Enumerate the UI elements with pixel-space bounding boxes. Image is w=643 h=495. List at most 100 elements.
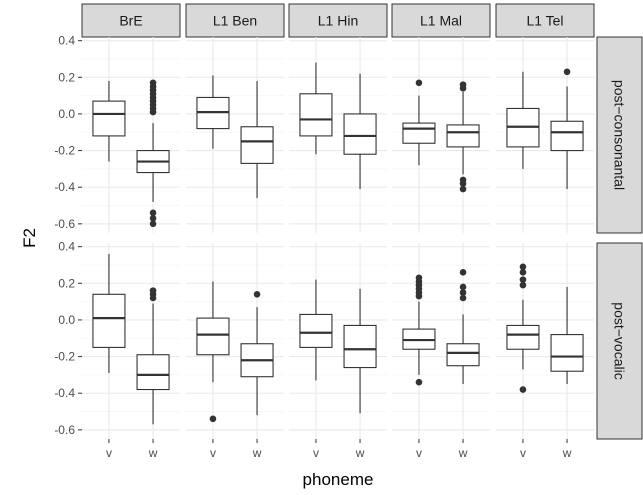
box-iqr	[446, 343, 480, 367]
facet-strip-column-label: L1 Ben	[213, 13, 257, 29]
y-tick-label: 0.0	[58, 313, 75, 327]
boxplot-v	[92, 253, 126, 374]
boxplot-v	[299, 62, 333, 155]
boxplot-w	[550, 286, 584, 385]
y-tick-label: 0.2	[58, 276, 75, 290]
boxplot-w	[446, 81, 480, 193]
outlier-point	[415, 79, 423, 87]
boxplot-w	[343, 288, 377, 414]
outlier-point	[149, 209, 157, 217]
x-tick-label: w	[562, 446, 572, 460]
box-iqr	[550, 120, 584, 152]
x-tick-label: v	[416, 446, 422, 460]
facet-panel	[392, 37, 490, 233]
box-iqr	[92, 293, 126, 348]
facet-strip-column	[288, 3, 388, 38]
box-iqr	[506, 324, 540, 350]
facet-strip-column	[185, 3, 285, 38]
outlier-point	[459, 180, 467, 187]
facet-strip-row	[596, 242, 643, 440]
facet-strip-column	[495, 3, 595, 38]
facet-panel	[392, 243, 490, 439]
outlier-point	[459, 283, 467, 291]
boxplot-w	[240, 290, 274, 416]
boxplot-w	[446, 269, 480, 385]
facet-panel	[496, 243, 594, 439]
outlier-point	[459, 294, 467, 302]
outlier-point	[209, 415, 217, 423]
outlier-point	[415, 292, 423, 300]
x-tick-label: w	[458, 446, 468, 460]
outlier-point	[415, 378, 423, 386]
outlier-point	[519, 386, 527, 393]
facet-panel	[186, 243, 284, 439]
outlier-point	[253, 290, 261, 298]
box-iqr	[92, 100, 126, 137]
boxplot-v	[196, 75, 230, 149]
facet-strip-column	[391, 3, 491, 38]
outlier-point	[459, 289, 467, 296]
y-axis-title: F2	[20, 228, 39, 248]
y-tick-label: 0.4	[58, 34, 75, 48]
boxplot-v	[299, 279, 333, 381]
boxplot-v	[506, 71, 540, 169]
boxplot-v	[402, 79, 436, 166]
boxplot-w	[136, 287, 170, 425]
x-tick-label: v	[210, 446, 216, 460]
y-tick-label: 0.0	[58, 107, 75, 121]
facet-panel	[289, 37, 387, 233]
outlier-point	[149, 215, 157, 222]
boxplot-w	[136, 79, 170, 228]
y-tick-label: -0.2	[54, 144, 75, 158]
box-iqr	[299, 93, 333, 137]
x-tick-label: w	[355, 446, 365, 460]
y-tick-label: -0.4	[54, 180, 75, 194]
y-tick-label: 0.2	[58, 70, 75, 84]
facet-strip-column-label: L1 Tel	[526, 13, 563, 29]
facet-panel	[82, 243, 180, 439]
outlier-point	[519, 269, 527, 276]
box-iqr	[402, 122, 436, 144]
box-iqr	[343, 113, 377, 155]
boxplot-v	[196, 281, 230, 423]
box-iqr	[299, 313, 333, 348]
facet-strip-row-label: post−consonantal	[612, 80, 628, 190]
y-tick-label: -0.4	[54, 386, 75, 400]
box-iqr	[343, 324, 377, 369]
outlier-point	[519, 263, 527, 271]
box-iqr	[240, 126, 274, 164]
x-tick-label: v	[106, 446, 112, 460]
outlier-point	[149, 220, 157, 228]
x-tick-label: v	[313, 446, 319, 460]
boxplot-v	[92, 80, 126, 162]
x-tick-label: w	[252, 446, 262, 460]
facet-panel	[289, 243, 387, 439]
box-iqr	[136, 354, 170, 391]
outlier-point	[149, 294, 157, 302]
x-tick-label: v	[520, 446, 526, 460]
boxplot-v	[402, 274, 436, 386]
box-iqr	[196, 317, 230, 356]
panels-layer: BrE L1 Ben L1 Hin L1 Mal L1 Tel post−consonan…	[54, 3, 643, 460]
facet-panel	[82, 37, 180, 233]
outlier-point	[459, 185, 467, 193]
y-tick-label: 0.4	[58, 240, 75, 254]
outlier-point	[519, 276, 527, 283]
outlier-point	[563, 68, 571, 76]
box-iqr	[550, 334, 584, 372]
boxplot-w	[550, 68, 584, 190]
outlier-point	[149, 108, 157, 116]
box-iqr	[446, 124, 480, 148]
y-tick-label: -0.6	[54, 423, 75, 437]
facet-strip-row	[596, 36, 643, 234]
facet-strip-column	[81, 3, 181, 38]
outlier-point	[459, 84, 467, 92]
boxplot-w	[343, 73, 377, 190]
outlier-point	[519, 281, 527, 289]
boxplot-v	[506, 263, 540, 393]
facet-strip-row-label: post−vocalic	[612, 302, 628, 379]
facet-panel	[496, 37, 594, 233]
y-tick-label: -0.2	[54, 350, 75, 364]
